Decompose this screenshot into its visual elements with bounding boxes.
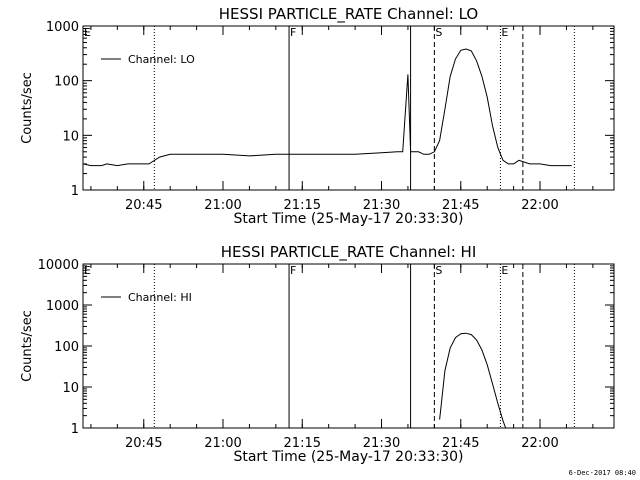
- x-tick-label: 21:00: [204, 436, 241, 451]
- x-axis-label: Start Time (25-May-17 20:33:30): [233, 211, 463, 227]
- y-axis-label: Counts/sec: [20, 72, 35, 144]
- event-marker-label: F: [290, 264, 296, 277]
- date-stamp: 6-Dec-2017 08:40: [568, 469, 636, 477]
- event-marker-label: E: [501, 26, 508, 39]
- chart-title: HESSI PARTICLE_RATE Channel: HI: [221, 243, 477, 262]
- event-marker-label: S: [435, 26, 442, 39]
- y-tick-label: 10000: [38, 258, 79, 273]
- x-tick-label: 21:30: [363, 198, 400, 213]
- panel-2: HESSI PARTICLE_RATE Channel: HI 1 10 100 100…: [20, 243, 615, 465]
- y-tick-label: 100: [54, 340, 79, 355]
- x-tick-label: 21:45: [442, 198, 479, 213]
- x-axis-label: Start Time (25-May-17 20:33:30): [233, 449, 463, 465]
- x-tick-label: 20:45: [125, 198, 162, 213]
- x-tick-label: 21:45: [442, 436, 479, 451]
- event-marker-label: F: [290, 26, 296, 39]
- panel-1: HESSI PARTICLE_RATE Channel: LO 1 10 100 100…: [20, 5, 615, 227]
- x-tick-label: 22:00: [521, 198, 558, 213]
- event-marker-label: S: [435, 264, 442, 277]
- y-axis-label: Counts/sec: [20, 310, 35, 382]
- y-tick-label: 10: [62, 129, 79, 144]
- x-tick-label: 20:45: [125, 436, 162, 451]
- y-tick-label: 1: [71, 422, 79, 437]
- event-marker-label: E: [84, 26, 91, 39]
- chart-title: HESSI PARTICLE_RATE Channel: LO: [219, 5, 478, 24]
- series-line: [439, 332, 507, 429]
- x-tick-label: 21:15: [284, 436, 321, 451]
- y-tick-label: 1: [71, 184, 79, 199]
- x-tick-label: 21:30: [363, 436, 400, 451]
- y-tick-label: 100: [54, 75, 79, 90]
- event-marker-label: E: [84, 264, 91, 277]
- event-marker-label: E: [501, 264, 508, 277]
- legend-label: Channel: LO: [128, 53, 195, 66]
- y-tick-label: 10: [62, 381, 79, 396]
- y-tick-label: 1000: [46, 20, 79, 35]
- plot-frame: [82, 263, 615, 429]
- x-tick-label: 21:15: [284, 198, 321, 213]
- y-tick-label: 1000: [46, 299, 79, 314]
- legend-label: Channel: HI: [128, 291, 192, 304]
- plot-frame: [82, 25, 615, 191]
- series-line: [82, 48, 572, 167]
- x-tick-label: 22:00: [521, 436, 558, 451]
- x-tick-label: 21:00: [204, 198, 241, 213]
